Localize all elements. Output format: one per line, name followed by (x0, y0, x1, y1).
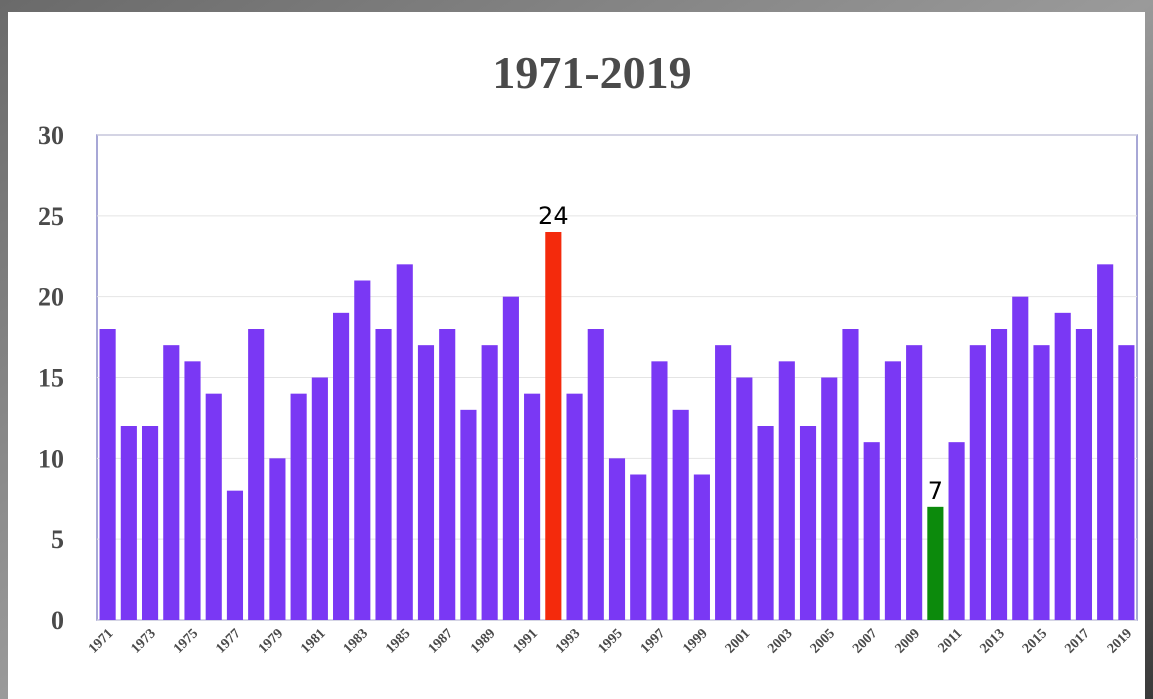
bar (863, 442, 880, 620)
bar (354, 280, 371, 620)
bar (1097, 264, 1114, 620)
bar (248, 329, 265, 620)
bar (184, 361, 201, 620)
bar (566, 393, 583, 620)
bar (439, 329, 456, 620)
chart-title: 1971-2019 (492, 47, 691, 98)
bar (587, 329, 604, 620)
bar (630, 474, 647, 620)
bar (672, 409, 689, 620)
bar (524, 393, 541, 620)
bar (269, 458, 286, 620)
y-tick-label: 0 (51, 606, 64, 635)
bar (290, 393, 307, 620)
bar (927, 506, 944, 620)
bar (948, 442, 965, 620)
y-tick-label: 15 (38, 364, 64, 393)
bar (969, 345, 986, 620)
bar (311, 377, 328, 620)
bar (693, 474, 710, 620)
bar (842, 329, 859, 620)
bar (715, 345, 732, 620)
y-tick-label: 5 (51, 525, 64, 554)
y-tick-label: 25 (38, 202, 64, 231)
bar (141, 426, 159, 620)
bar (757, 426, 774, 620)
bar (821, 377, 838, 620)
bar (205, 393, 222, 620)
bar (120, 426, 137, 620)
bar (799, 426, 817, 620)
bar (990, 329, 1008, 620)
bar (736, 377, 753, 620)
bar (226, 490, 244, 620)
data-label: 7 (928, 477, 943, 505)
bar (333, 312, 350, 620)
bar (481, 345, 498, 620)
bar (163, 345, 180, 620)
bar (1012, 296, 1029, 620)
bar (1054, 312, 1071, 620)
bar (608, 458, 626, 620)
data-label: 24 (538, 202, 569, 230)
bar (396, 264, 413, 620)
bar (1033, 345, 1050, 620)
bar (884, 361, 901, 620)
bar (417, 345, 435, 620)
bar (906, 345, 923, 620)
bar (460, 409, 477, 620)
y-tick-label: 10 (38, 444, 64, 473)
y-tick-label: 20 (38, 283, 64, 312)
y-tick-label: 30 (38, 121, 64, 150)
bar (99, 329, 116, 620)
bar (1075, 329, 1093, 620)
bar (545, 232, 562, 620)
bar (651, 361, 668, 620)
bar (375, 329, 392, 620)
bar (778, 361, 795, 620)
bar (1118, 345, 1135, 620)
bar (502, 296, 519, 620)
